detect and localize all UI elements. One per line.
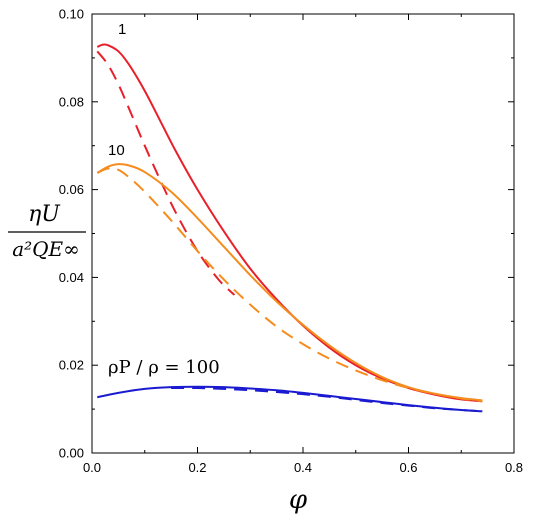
x-tick-label: 0.2 [188, 460, 206, 475]
annotation-1: 1 [118, 21, 126, 38]
axis-ticks: 0.0 0.2 0.4 0.6 0.8 0.00 0.02 0.04 0.06 0.08 0.10 [59, 7, 523, 476]
series-line-1 [96, 50, 236, 296]
x-tick-label: 0.6 [399, 460, 417, 475]
y-tick-label: 0.00 [59, 446, 84, 461]
series-line-3 [96, 167, 483, 403]
y-axis-label-denominator: a²QE∞ [12, 237, 80, 261]
y-axis-label: ηU a²QE∞ [8, 202, 86, 261]
series-line-5 [171, 386, 483, 413]
series-line-4 [97, 385, 483, 413]
y-tick-label: 0.08 [59, 94, 84, 109]
annotation-rho-ratio: ρP / ρ = 100 [108, 357, 220, 378]
x-tick-label: 0.0 [83, 460, 101, 475]
y-tick-label: 0.04 [59, 270, 84, 285]
series-layer [96, 43, 483, 413]
x-tick-label: 0.4 [294, 460, 312, 475]
y-tick-label: 0.02 [59, 358, 84, 373]
y-tick-label: 0.06 [59, 182, 84, 197]
y-tick-label: 0.10 [59, 7, 84, 22]
y-axis-label-numerator: ηU [28, 202, 61, 227]
series-line-0 [96, 43, 483, 403]
series-line-2 [96, 163, 483, 402]
x-tick-label: 0.8 [505, 460, 523, 475]
annotation-10: 10 [108, 142, 125, 159]
x-axis-label: φ [289, 485, 308, 515]
